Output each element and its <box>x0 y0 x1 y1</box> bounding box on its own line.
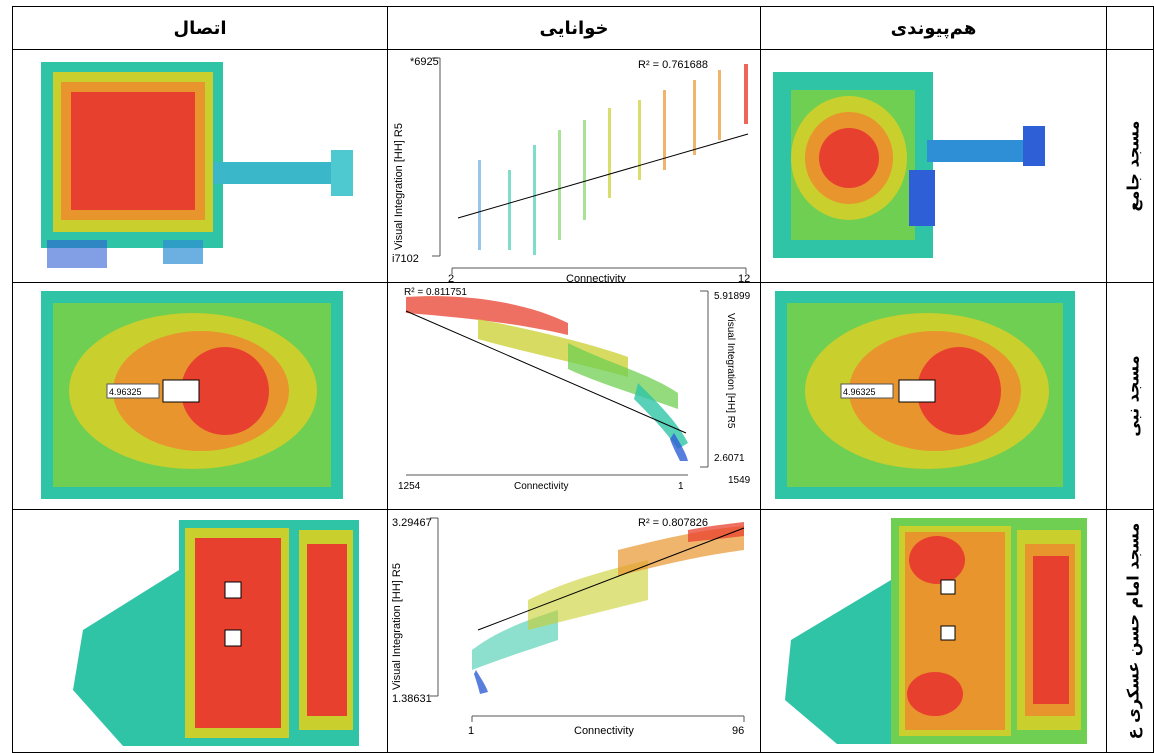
xmax-label: 12 <box>738 273 750 282</box>
floorplan-nabi-connectivity: 4.96325 <box>41 291 343 499</box>
xaxis-label: Connectivity <box>514 481 568 492</box>
regression-line <box>457 133 749 219</box>
r2-label: R² = 0.811751 <box>404 287 467 298</box>
row3-label-cell: مسجد امام حسن عسکری ع <box>1106 509 1154 753</box>
floorplan-askari-connectivity <box>73 520 359 746</box>
regression-line <box>405 310 687 434</box>
floorplan-nabi-integration: 4.96325 <box>775 291 1075 499</box>
yaxis-label: Visual Integration [HH] R5 <box>725 313 736 429</box>
xmax-label: 96 <box>732 725 744 737</box>
xaxis-label: Connectivity <box>574 725 634 737</box>
header-readability: خوانایی <box>387 6 761 50</box>
map-value-label: 4.96325 <box>843 387 876 397</box>
row2-readability-plot: 5.91899 2.6071 1 1254 Connectivity Visua… <box>387 282 761 510</box>
r2-label: R² = 0.761688 <box>638 59 708 71</box>
xmin-label: 1 <box>678 481 684 492</box>
row1-label-cell: مسجد جامع <box>1106 49 1154 283</box>
floorplan-jame-connectivity <box>41 62 353 268</box>
yaxis-label: Visual Integration [HH] R5 <box>391 563 403 690</box>
row2-integration-map: 4.96325 <box>760 282 1107 510</box>
header-connectivity: اتصال <box>12 6 388 50</box>
corner-label: 1549 <box>728 475 751 486</box>
row1-integration-map <box>760 49 1107 283</box>
row-label: مسجد جامع <box>1123 120 1143 212</box>
xaxis-label: Connectivity <box>566 273 626 282</box>
header-empty <box>1106 6 1154 50</box>
scatter-nabi: 5.91899 2.6071 1 1254 Connectivity Visua… <box>398 287 751 492</box>
scatter-jame: *6925 i7102 2 12 Connectivity Visual Int… <box>392 56 750 282</box>
xmin-label: 1 <box>468 725 474 737</box>
scatter-points <box>406 296 688 461</box>
row3-readability-plot: 3.29467 1.38631 1 96 Connectivity Visual… <box>387 509 761 753</box>
xmin-label: 2 <box>448 273 454 282</box>
row2-connectivity-map: 4.96325 <box>12 282 388 510</box>
ymax-label: 5.91899 <box>714 291 751 302</box>
row3-integration-map <box>760 509 1107 753</box>
xmax-label: 1254 <box>398 481 421 492</box>
ymax-label: *6925 <box>410 56 439 68</box>
scatter-points <box>478 64 748 255</box>
yaxis-label: Visual Integration [HH] R5 <box>393 123 405 250</box>
floorplan-jame-integration <box>773 72 1045 258</box>
floorplan-askari-integration <box>785 518 1087 744</box>
ymax-label: 3.29467 <box>392 517 432 529</box>
row-label: مسجد نبی <box>1123 355 1143 437</box>
ymin-label: i7102 <box>392 253 419 265</box>
ymin-label: 1.38631 <box>392 693 432 705</box>
regression-line <box>477 527 745 631</box>
comparison-table: اتصال خوانایی هم‌پیوندی <box>12 6 1154 753</box>
row1-readability-plot: *6925 i7102 2 12 Connectivity Visual Int… <box>387 49 761 283</box>
header-integration: هم‌پیوندی <box>760 6 1107 50</box>
row1-connectivity-map <box>12 49 388 283</box>
map-value-label: 4.96325 <box>109 387 142 397</box>
row2-label-cell: مسجد نبی <box>1106 282 1154 510</box>
scatter-askari: 3.29467 1.38631 1 96 Connectivity Visual… <box>391 517 745 737</box>
ymin-label: 2.6071 <box>714 453 745 464</box>
row-label: مسجد امام حسن عسکری ع <box>1123 522 1143 740</box>
scatter-points <box>472 522 744 694</box>
r2-label: R² = 0.807826 <box>638 517 708 529</box>
row3-connectivity-map <box>12 509 388 753</box>
